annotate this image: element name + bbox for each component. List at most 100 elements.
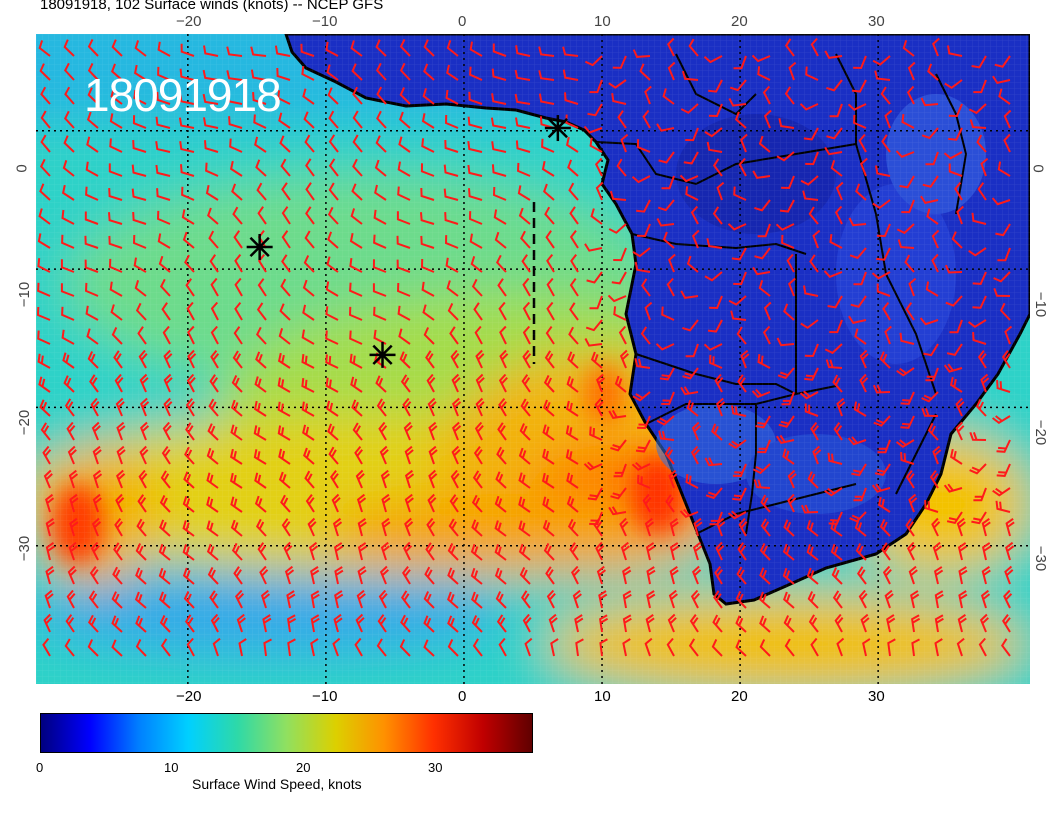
wind-barb [352, 422, 363, 441]
wind-barb [518, 496, 531, 513]
wind-barb [399, 87, 411, 105]
wind-barb [799, 103, 819, 111]
wind-barb [562, 46, 579, 57]
wind-barb [546, 277, 555, 297]
wind-barb [470, 256, 483, 273]
wind-barb [668, 469, 678, 489]
wind-barb [613, 247, 627, 262]
wind-barb [958, 566, 968, 585]
wind-barb [355, 469, 365, 489]
wind-barb [63, 39, 75, 57]
wind-barb [229, 160, 243, 177]
wind-barb [376, 110, 387, 129]
wind-barb [112, 566, 123, 585]
wind-barb [446, 280, 459, 297]
wind-barb [281, 518, 291, 537]
wind-barb [636, 223, 651, 238]
wind-barb [644, 85, 652, 105]
wind-barb [735, 590, 747, 609]
wind-barb [945, 295, 963, 307]
wind-barb [420, 187, 435, 201]
wind-barb [229, 448, 243, 465]
wind-barb [328, 182, 339, 201]
wind-barb [302, 304, 315, 321]
wind-barb [776, 337, 795, 347]
wind-barb [471, 615, 483, 633]
wind-barb [210, 325, 219, 345]
wind-barb [473, 302, 483, 321]
wind-barb [67, 445, 77, 465]
wind-barb [325, 281, 339, 297]
wind-barb [277, 401, 291, 417]
wind-barb [84, 235, 99, 249]
wind-barb [826, 127, 843, 140]
wind-barb [309, 541, 319, 561]
wind-barb [86, 111, 99, 129]
wind-barb [645, 613, 655, 633]
wind-barb [443, 188, 459, 201]
wind-barb [575, 638, 584, 657]
wind-barb [584, 243, 603, 252]
wind-barb [155, 141, 171, 153]
wind-barb [969, 119, 987, 129]
wind-barb [207, 566, 219, 585]
wind-barb [620, 541, 631, 561]
wind-barb [788, 277, 796, 297]
wind-barb [518, 543, 531, 561]
wind-barb [329, 469, 339, 489]
wind-barb [180, 164, 195, 177]
wind-barb [352, 134, 363, 153]
wind-barb [494, 544, 507, 561]
wind-barb [999, 302, 1011, 321]
wind-barb [158, 567, 171, 585]
wind-barb [45, 517, 55, 537]
wind-barb [280, 278, 291, 297]
wind-barb [849, 247, 867, 260]
wind-barb [900, 391, 915, 405]
wind-barb [759, 615, 771, 633]
wind-barb [608, 79, 627, 89]
wind-barb [472, 638, 483, 657]
wind-barb [969, 463, 987, 475]
wind-barb [61, 306, 75, 321]
wind-barb [596, 373, 606, 393]
wind-barb [908, 565, 918, 585]
wind-barb [400, 590, 411, 609]
wind-barb [325, 377, 339, 393]
wind-barb [599, 614, 609, 633]
wind-barb [804, 403, 819, 417]
wind-barb [957, 542, 967, 561]
wind-barb [810, 637, 819, 657]
wind-barb [827, 452, 843, 465]
wind-barb [519, 566, 531, 585]
wind-barb [631, 461, 651, 471]
wind-barb [545, 230, 555, 249]
wind-barb [752, 463, 771, 475]
wind-barb [467, 164, 483, 177]
wind-barb [520, 398, 531, 417]
wind-barb [327, 87, 339, 105]
wind-barbs [36, 37, 1015, 657]
wind-barb [876, 247, 891, 261]
wind-barb [706, 141, 723, 153]
wind-barb [326, 64, 339, 81]
wind-barb [922, 175, 939, 188]
wind-barb [996, 463, 1011, 477]
wind-barb [68, 541, 78, 561]
wind-barb [351, 399, 363, 417]
wind-barb [895, 150, 915, 158]
wind-barb [997, 247, 1011, 262]
wind-barb [108, 188, 123, 201]
wind-barb [40, 158, 51, 177]
wind-barb [447, 615, 459, 633]
wind-barb [62, 352, 75, 369]
wind-barb [955, 397, 965, 417]
wind-barb [234, 301, 243, 321]
wind-barb [752, 266, 771, 276]
wind-barb [589, 426, 603, 441]
wind-barb [784, 38, 795, 57]
wind-barb [206, 496, 219, 513]
wind-barb [494, 520, 507, 537]
wind-barb [351, 63, 363, 81]
wind-barb [157, 233, 171, 249]
